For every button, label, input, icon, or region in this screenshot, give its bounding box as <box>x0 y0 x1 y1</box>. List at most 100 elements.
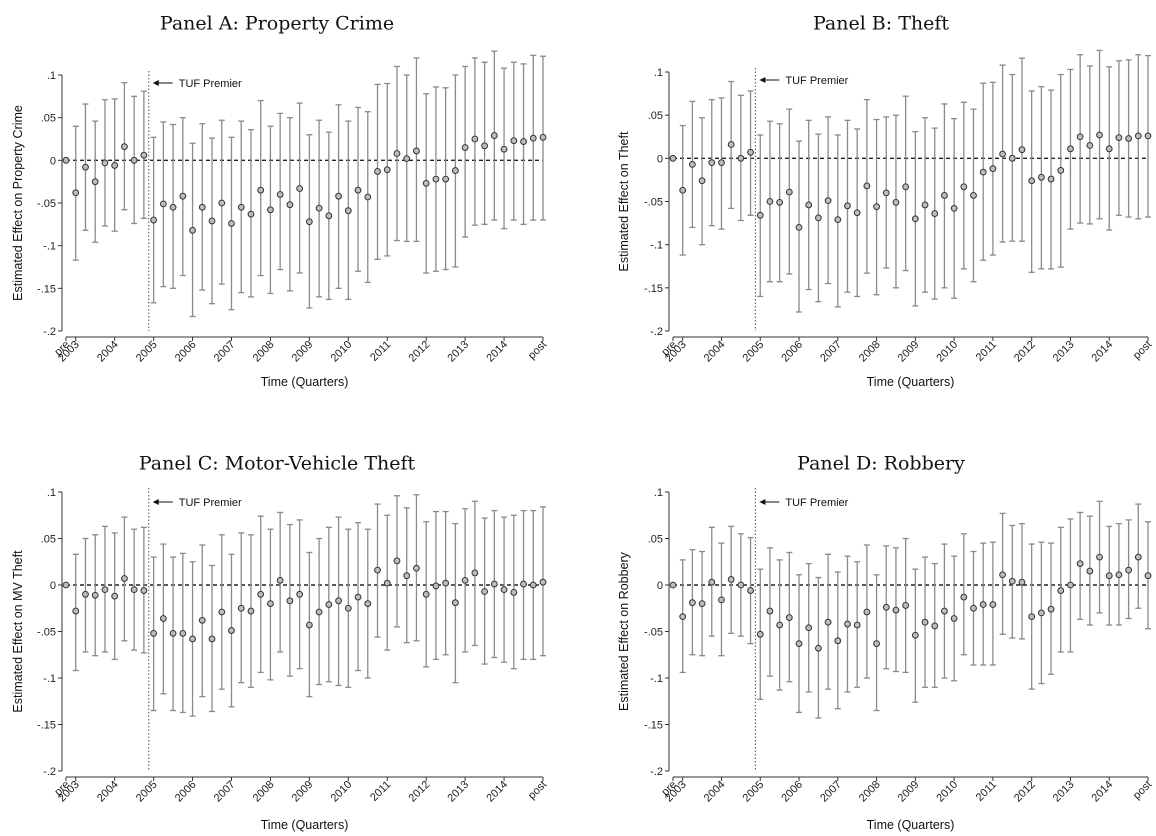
data-point <box>111 162 119 169</box>
x-tick-label: 2011 <box>368 779 393 804</box>
y-tick-label: 0 <box>50 155 56 167</box>
x-tick-label: 2006 <box>173 339 199 365</box>
x-tick-label: 2004 <box>95 339 121 365</box>
panel-title: Panel B: Theft <box>813 13 949 35</box>
data-point <box>1086 141 1094 149</box>
data-point <box>669 154 677 162</box>
panel-a: Panel A: Property Crime .1 .05 0 -.05 -.1 -.15… <box>11 13 549 389</box>
data-point <box>737 581 745 589</box>
data-point <box>698 177 706 185</box>
data-point <box>1018 146 1026 154</box>
data-point <box>805 201 813 209</box>
x-tick-label: 2005 <box>741 339 767 365</box>
data-point <box>960 593 968 601</box>
data-point <box>130 156 138 164</box>
data-point <box>335 597 342 605</box>
data-point <box>500 586 508 594</box>
x-tick-label: 2011 <box>368 339 393 364</box>
y-tick-label: 0 <box>657 580 663 592</box>
data-point <box>1144 572 1152 580</box>
data-point <box>383 579 391 587</box>
y-tick-label: -.05 <box>37 627 56 639</box>
x-tick-label: 2013 <box>445 339 471 365</box>
y-tick-label: -.05 <box>644 627 663 639</box>
data-point <box>344 207 352 215</box>
data-point <box>1008 154 1016 162</box>
data-point <box>364 600 372 607</box>
data-point <box>539 133 547 141</box>
data-point <box>169 629 177 637</box>
data-point <box>1037 173 1045 181</box>
data-point <box>1134 132 1142 140</box>
data-point <box>198 203 206 211</box>
data-point <box>101 159 109 167</box>
data-point <box>286 201 294 209</box>
x-tick-label: 2012 <box>407 779 433 805</box>
data-point <box>805 624 813 632</box>
data-point <box>834 216 842 224</box>
annotation-label: TUF Premier <box>785 497 848 509</box>
data-point <box>111 592 119 600</box>
data-point <box>432 175 440 183</box>
data-point <box>824 197 832 205</box>
data-point <box>374 566 381 574</box>
data-point <box>989 601 997 608</box>
annotation-arrowhead <box>759 499 766 505</box>
x-tick-label: 2008 <box>251 339 277 365</box>
data-point <box>902 183 910 191</box>
data-point <box>393 557 401 565</box>
data-point <box>911 215 919 223</box>
data-point <box>442 175 450 183</box>
y-tick-label: -.1 <box>43 241 56 253</box>
data-point <box>461 576 469 584</box>
data-point <box>471 135 479 143</box>
data-point <box>950 615 958 622</box>
data-point <box>747 148 754 156</box>
data-point <box>354 186 362 194</box>
data-point <box>62 581 70 589</box>
data-point <box>873 640 880 647</box>
data-point <box>1067 581 1074 589</box>
data-point <box>422 590 430 598</box>
y-tick-label: .05 <box>41 534 56 546</box>
x-tick-label: 2010 <box>934 779 960 805</box>
y-axis-label: Estimated Effect on Robbery <box>617 551 631 711</box>
data-point <box>364 193 372 201</box>
data-point <box>1134 553 1142 561</box>
data-point <box>708 578 716 586</box>
data-point <box>529 134 537 142</box>
data-point <box>121 575 128 582</box>
panel-b: Panel B: Theft .1 .05 0 -.05 -.1 -.15 -.2 Estima… <box>617 13 1154 389</box>
x-tick-label: 2005 <box>741 779 767 805</box>
data-point <box>461 144 469 151</box>
x-tick-label: 2007 <box>212 779 238 805</box>
panel-title: Panel C: Motor-Vehicle Theft <box>139 453 416 475</box>
data-point <box>970 604 977 612</box>
data-point <box>941 192 948 199</box>
y-tick-label: -.1 <box>650 673 663 685</box>
data-point <box>1057 587 1065 594</box>
data-point <box>766 607 774 615</box>
data-point <box>1008 577 1016 585</box>
data-point <box>208 635 216 643</box>
data-point <box>62 156 70 164</box>
data-point <box>941 607 948 615</box>
x-tick-label: 2006 <box>779 339 805 365</box>
data-point <box>1125 566 1133 574</box>
data-point <box>374 168 381 175</box>
data-point <box>698 600 706 607</box>
annotation-arrowhead <box>759 77 766 83</box>
data-point <box>844 620 851 628</box>
y-tick-label: .1 <box>47 70 56 82</box>
data-point <box>902 602 910 609</box>
y-axis-label: Estimated Effect on Property Crime <box>11 105 25 301</box>
data-point <box>776 198 784 206</box>
x-tick-label: 2009 <box>290 779 316 805</box>
annotation-arrowhead <box>152 499 159 505</box>
data-point <box>853 621 861 629</box>
data-point <box>101 586 109 594</box>
data-point <box>679 613 687 621</box>
data-point <box>403 572 411 580</box>
x-tick-label: 2008 <box>251 779 277 805</box>
